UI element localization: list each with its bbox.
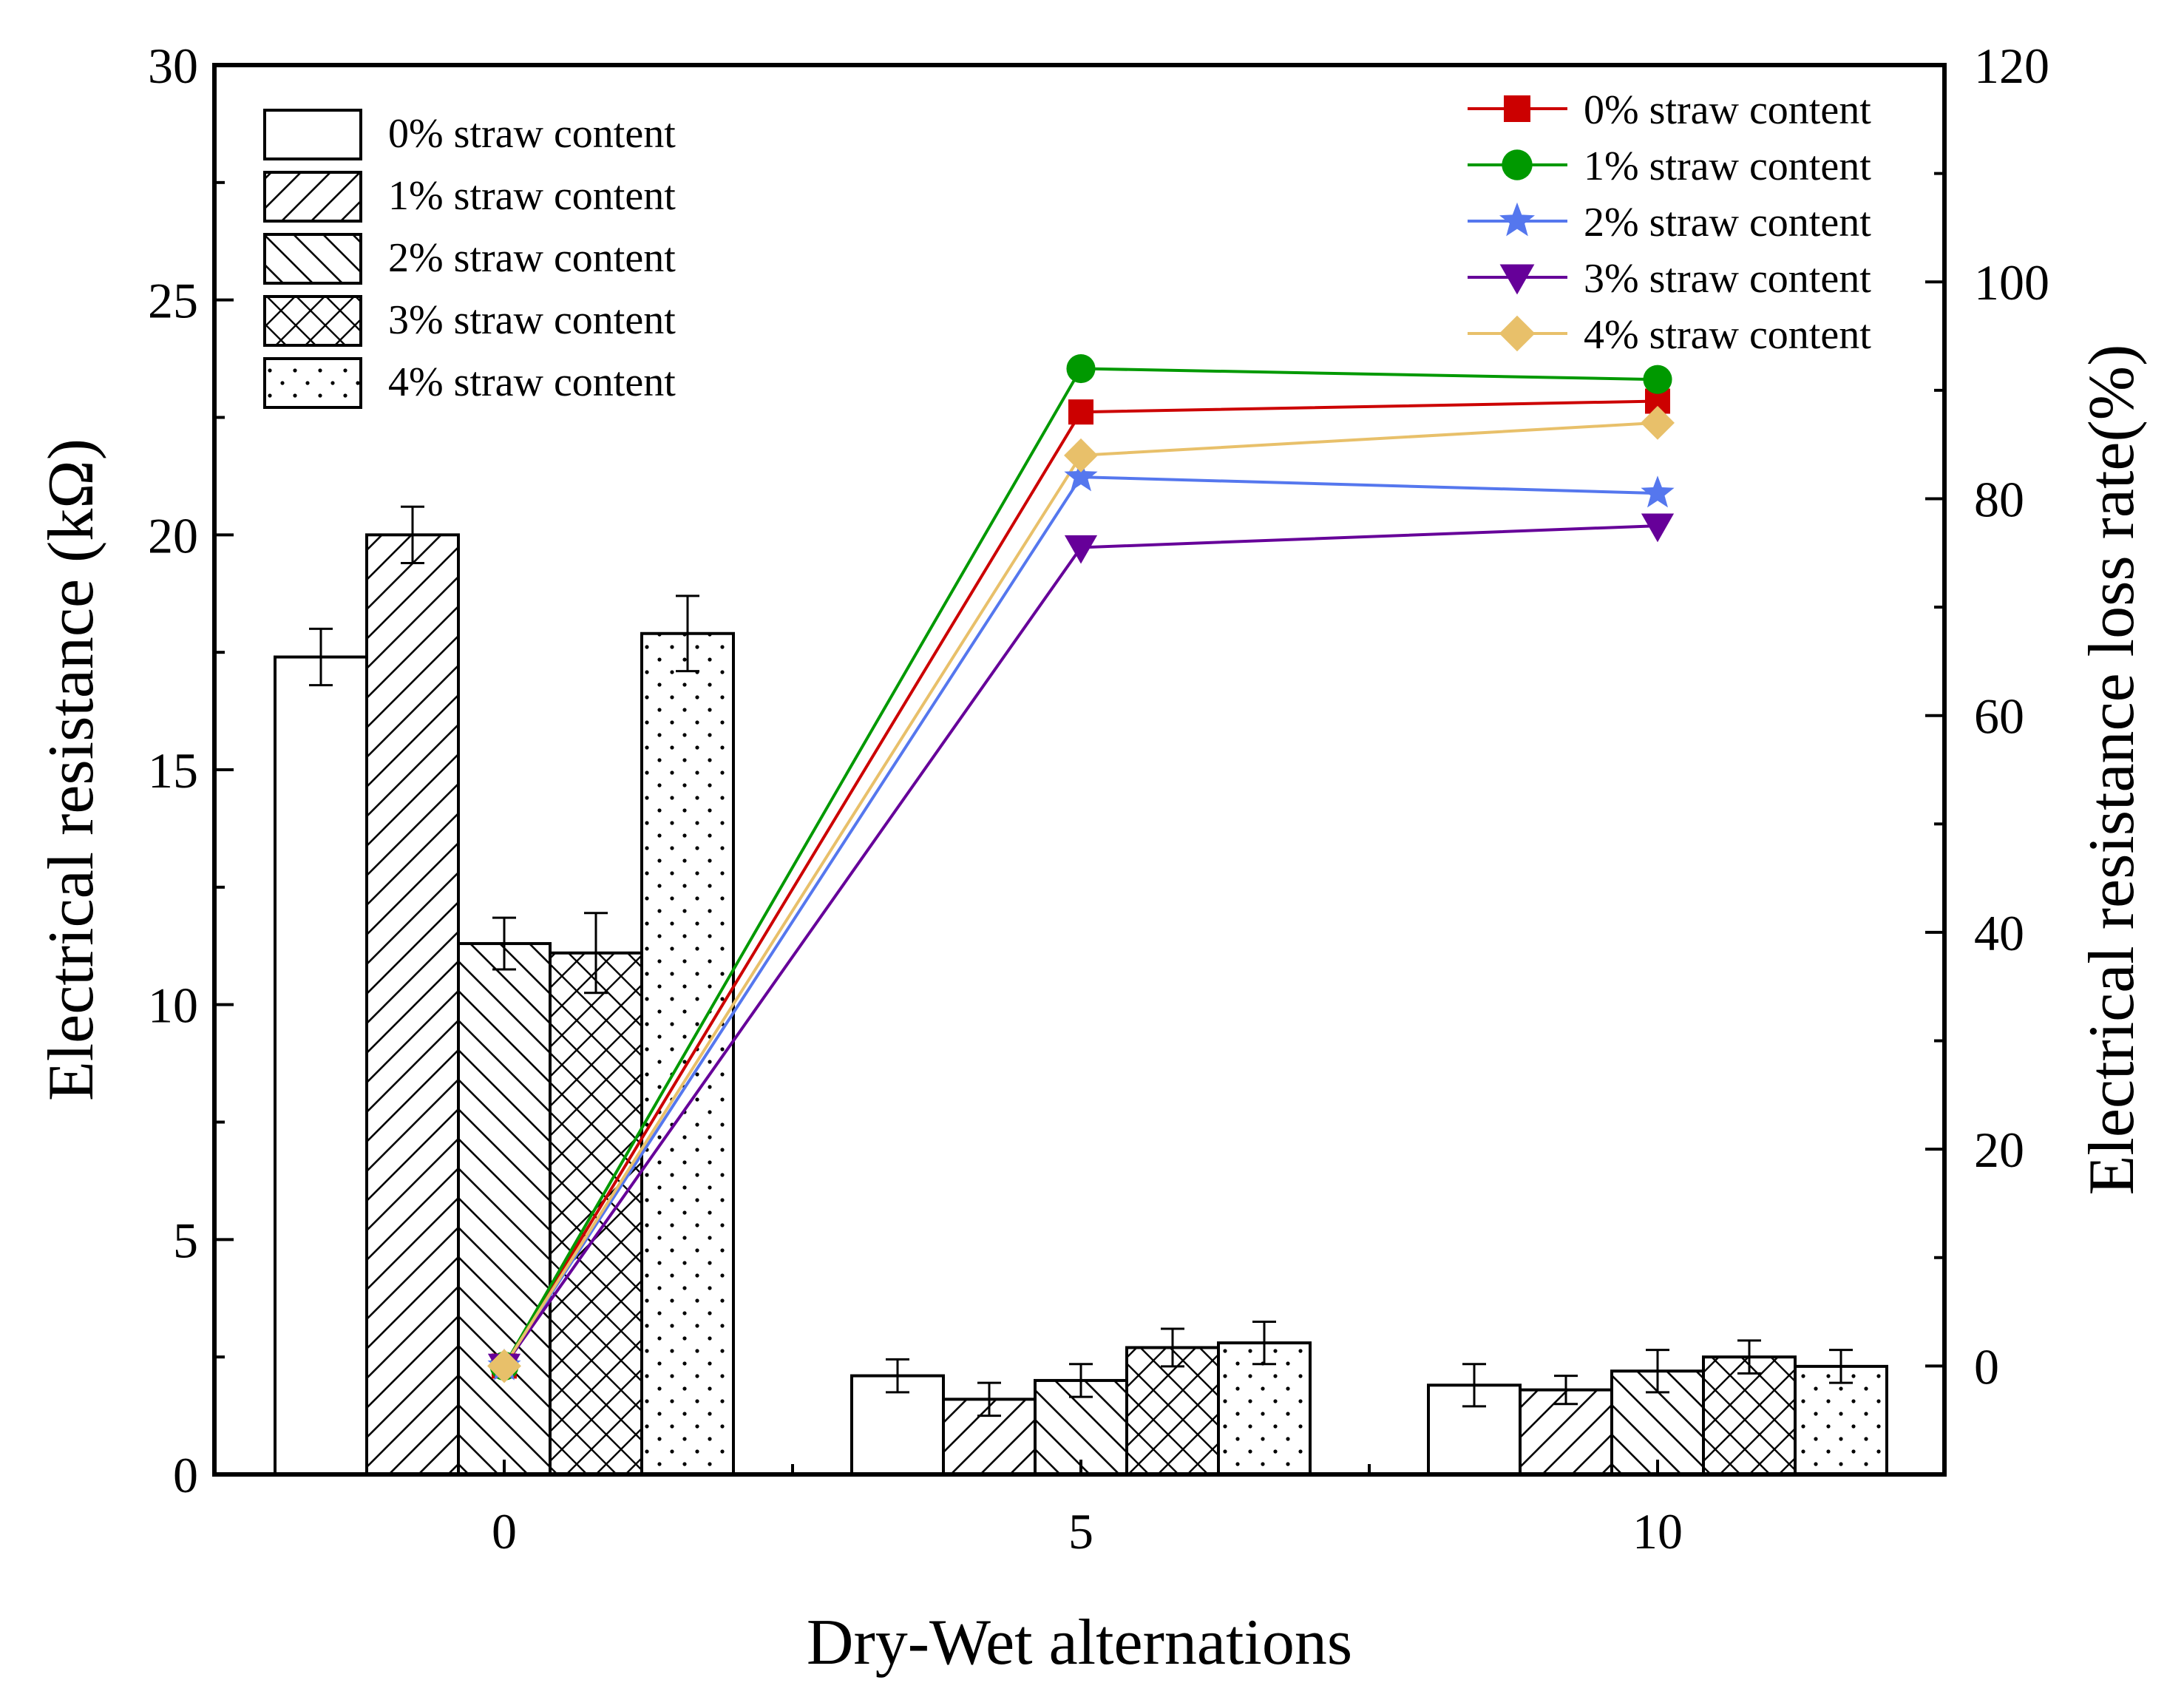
legend-label: 1% straw content — [1584, 143, 1871, 189]
bar — [365, 533, 460, 1476]
left-tick-label: 25 — [148, 273, 198, 329]
legend-label: 3% straw content — [1584, 256, 1871, 302]
left-tick-label: 0 — [173, 1447, 198, 1503]
legend-label: 4% straw content — [1584, 312, 1871, 358]
marker-triangle — [1641, 513, 1675, 543]
right-tick-label: 100 — [1974, 254, 2049, 311]
legend-label: 0% straw content — [1584, 87, 1871, 133]
left-tick-label: 10 — [148, 978, 198, 1034]
legend-swatch — [263, 295, 362, 347]
legend-label: 1% straw content — [388, 173, 676, 219]
marker-diamond — [1641, 405, 1675, 440]
marker-circle — [1643, 365, 1672, 394]
right-axis: 0 20 40 60 80 100 120 — [1925, 38, 2049, 1476]
x-tick-label: 10 — [1632, 1503, 1683, 1559]
marker-star — [1499, 202, 1535, 237]
marker-star — [1064, 459, 1098, 492]
marker-square — [1068, 399, 1093, 425]
marker-diamond — [1064, 438, 1098, 472]
x-axis: 0 5 10 — [492, 1460, 1683, 1559]
marker-square — [1504, 95, 1530, 122]
marker-star — [1641, 475, 1675, 508]
left-tick-label: 30 — [148, 38, 198, 94]
legend-swatch — [263, 233, 362, 285]
x-tick-label: 0 — [492, 1503, 517, 1559]
line-legend: 0% straw content 1% straw content 2% straw… — [1468, 87, 1871, 358]
right-tick-label: 120 — [1974, 38, 2049, 94]
marker-diamond — [1499, 315, 1536, 352]
marker-circle — [1066, 353, 1096, 384]
left-tick-label: 20 — [148, 507, 198, 563]
bar — [1702, 1355, 1797, 1476]
left-tick-label: 15 — [148, 742, 198, 799]
marker-diamond — [487, 1349, 521, 1383]
plot-area — [274, 353, 1888, 1477]
marker-triangle — [1499, 264, 1535, 295]
right-tick-label: 40 — [1974, 905, 2024, 961]
legend-label: 2% straw content — [388, 235, 676, 281]
bar-legend: 0% straw content 1% straw content 2% straw… — [263, 109, 676, 409]
legend-label: 4% straw content — [388, 359, 676, 405]
marker-triangle — [1064, 535, 1098, 564]
right-tick-label: 0 — [1974, 1338, 1999, 1395]
legend-label: 0% straw content — [388, 111, 676, 157]
legend-label: 2% straw content — [1584, 200, 1871, 245]
left-axis-title: Electrical resistance (kΩ) — [35, 438, 107, 1101]
bar — [1794, 1364, 1888, 1476]
legend-label: 3% straw content — [388, 297, 676, 343]
legend-swatch — [263, 109, 362, 160]
right-tick-label: 20 — [1974, 1122, 2024, 1178]
legend-swatch — [263, 357, 362, 409]
left-tick-label: 5 — [173, 1212, 198, 1268]
right-tick-label: 60 — [1974, 688, 2024, 745]
marker-circle — [1502, 149, 1533, 180]
bar — [457, 942, 552, 1477]
bar — [274, 655, 368, 1476]
left-axis: 0 5 10 15 20 25 30 — [148, 38, 234, 1503]
legend-swatch — [263, 171, 362, 223]
bar — [640, 631, 735, 1477]
x-axis-title: Dry-Wet alternations — [807, 1607, 1352, 1679]
right-tick-label: 80 — [1974, 471, 2024, 527]
x-tick-label: 5 — [1068, 1503, 1093, 1559]
right-axis-title: Electrical resistance loss rate(%) — [2076, 345, 2148, 1196]
